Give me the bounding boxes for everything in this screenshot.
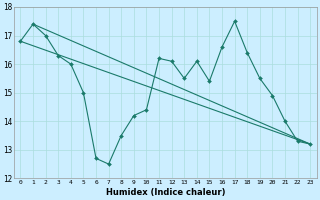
X-axis label: Humidex (Indice chaleur): Humidex (Indice chaleur) [106, 188, 225, 197]
